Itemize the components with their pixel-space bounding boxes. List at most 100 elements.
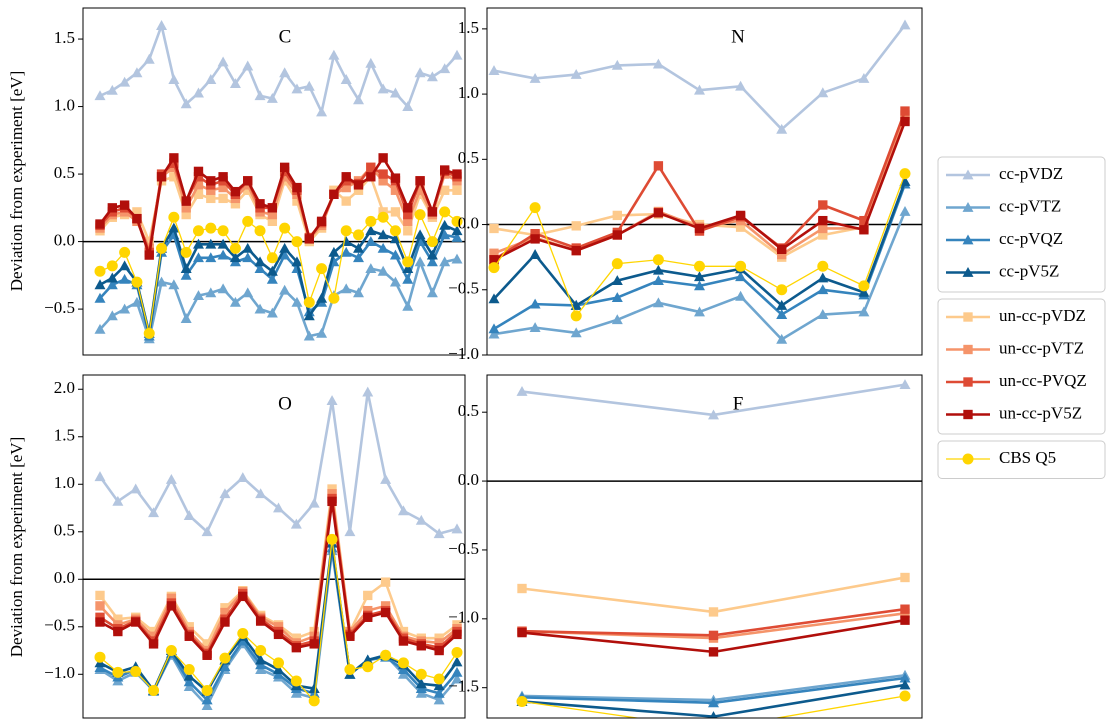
panel-title: O — [278, 393, 292, 414]
marker — [229, 242, 241, 254]
marker — [119, 76, 131, 87]
marker — [899, 379, 911, 390]
marker — [130, 483, 142, 494]
marker — [183, 664, 195, 676]
marker — [899, 679, 911, 690]
marker — [94, 90, 106, 101]
marker — [900, 615, 910, 625]
marker — [397, 505, 409, 516]
marker — [242, 215, 254, 227]
marker — [192, 87, 204, 98]
marker — [452, 169, 462, 179]
marker — [165, 474, 177, 484]
marker — [279, 249, 291, 260]
marker — [489, 223, 499, 234]
marker — [220, 617, 230, 627]
marker — [148, 631, 159, 641]
marker — [327, 496, 337, 507]
marker — [341, 172, 351, 182]
marker — [266, 307, 278, 318]
marker — [426, 236, 438, 248]
marker — [516, 386, 528, 396]
marker — [488, 65, 500, 76]
marker — [106, 310, 118, 321]
marker — [611, 314, 623, 325]
marker — [403, 209, 413, 220]
marker — [380, 607, 391, 618]
marker — [183, 670, 195, 681]
series-line — [493, 24, 907, 131]
marker — [218, 172, 228, 182]
marker — [279, 284, 291, 295]
marker — [612, 210, 622, 221]
marker — [694, 280, 705, 291]
marker — [242, 60, 254, 71]
marker — [439, 219, 451, 230]
series-line — [98, 156, 458, 257]
marker — [316, 292, 328, 303]
marker — [184, 622, 194, 632]
marker — [205, 238, 217, 249]
marker — [168, 222, 180, 233]
marker — [279, 162, 290, 172]
marker — [279, 172, 290, 182]
marker — [327, 489, 337, 499]
marker — [255, 488, 267, 499]
marker — [451, 656, 463, 667]
marker — [237, 627, 249, 639]
series-line — [99, 211, 458, 335]
marker — [273, 622, 284, 632]
marker — [344, 664, 356, 676]
marker — [273, 502, 284, 513]
marker — [193, 166, 204, 177]
plot-area — [487, 19, 922, 344]
marker — [237, 472, 249, 483]
marker — [328, 292, 340, 304]
legend-label: cc-pV5Z — [999, 261, 1059, 280]
marker — [858, 286, 870, 297]
marker — [735, 290, 747, 301]
marker — [329, 189, 339, 200]
marker — [694, 260, 705, 272]
marker — [439, 206, 451, 218]
marker — [308, 683, 320, 693]
marker — [303, 296, 315, 308]
marker — [202, 639, 212, 649]
marker — [389, 276, 401, 287]
marker — [112, 666, 124, 678]
marker — [817, 284, 829, 295]
marker — [345, 631, 355, 641]
marker — [132, 207, 142, 217]
marker — [517, 627, 527, 638]
marker — [192, 238, 204, 249]
marker — [255, 654, 267, 665]
marker — [365, 263, 377, 273]
marker — [340, 246, 352, 257]
marker — [709, 711, 718, 718]
marker — [365, 225, 377, 236]
y-tick-label: −1.0 — [44, 663, 75, 682]
marker — [380, 649, 392, 661]
marker — [303, 330, 315, 341]
marker — [119, 303, 131, 314]
marker — [426, 287, 438, 298]
marker — [389, 225, 401, 237]
marker — [290, 675, 302, 687]
marker — [326, 533, 338, 545]
marker — [652, 254, 664, 266]
panel-title: C — [279, 26, 292, 47]
marker — [777, 244, 787, 255]
axes-frame — [486, 7, 923, 356]
marker — [94, 279, 106, 290]
marker — [899, 176, 911, 186]
marker — [254, 303, 266, 314]
marker — [858, 72, 870, 83]
marker — [112, 495, 124, 506]
marker — [353, 94, 365, 105]
marker — [570, 69, 582, 79]
marker — [201, 684, 213, 696]
marker — [113, 614, 123, 624]
marker — [143, 327, 155, 339]
marker — [433, 673, 445, 685]
marker — [192, 252, 204, 263]
